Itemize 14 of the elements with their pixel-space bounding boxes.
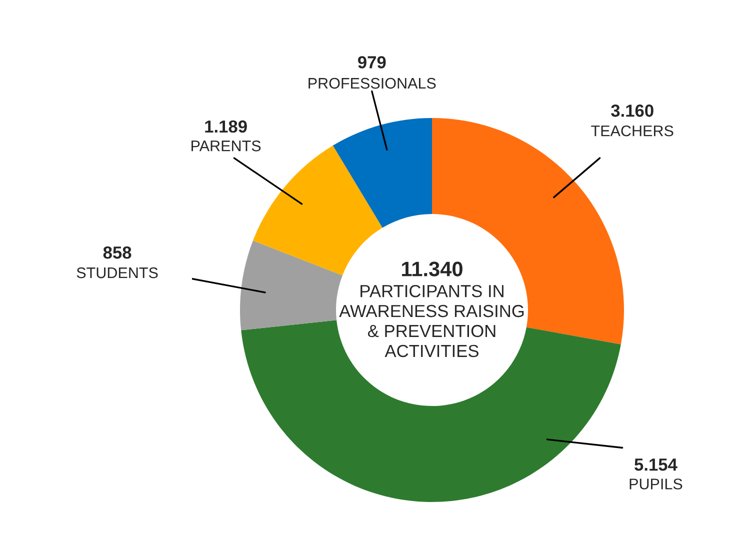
slice-label: STUDENTS [76, 267, 158, 278]
data-label: 858 [103, 246, 132, 259]
data-label: 5.154 [634, 458, 678, 471]
slice-label: TEACHERS [591, 125, 674, 136]
slice-label: PARENTS [192, 140, 261, 152]
slice-label: PROFESSIONALS [308, 78, 436, 89]
donut-slice [241, 320, 621, 502]
data-label: 979 [358, 56, 386, 68]
data-label: 1.189 [205, 120, 247, 133]
donut-slice [332, 118, 432, 228]
data-label: 3.160 [611, 104, 654, 117]
slice-label: PUPILS [630, 478, 682, 490]
text: PARTICIPANTS IN AWARENESS RAISING & PREVENTION ACTIVITIES [339, 284, 524, 358]
text: 11.340 [402, 262, 462, 276]
